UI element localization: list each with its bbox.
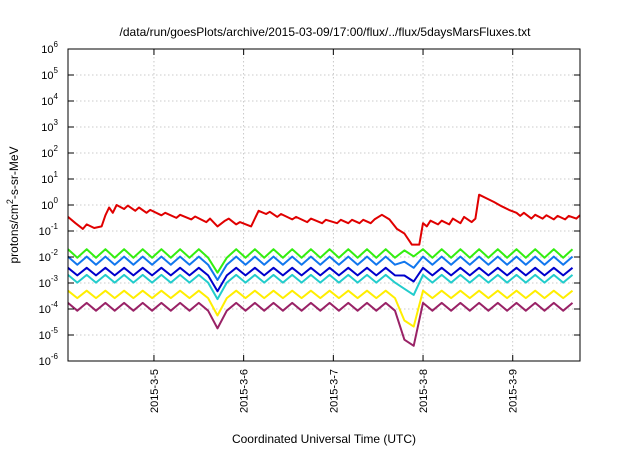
x-tick-label: 2015-3-5 [149,369,161,413]
y-tick-label: 10-6 [39,352,59,368]
series-line-5 [67,273,574,301]
series-line-2 [67,248,574,274]
x-axis: 2015-3-5 2015-3-6 2015-3-7 2015-3-8 2015-3-9 [149,49,520,413]
x-tick-label: 2015-3-6 [239,369,251,413]
series-line-6 [67,289,574,328]
chart-title: /data/run/goesPlots/archive/2015-03-09/1… [120,25,532,39]
y-tick-label: 102 [41,144,58,160]
x-tick-label: 2015-3-9 [508,369,520,413]
y-tick-label: 105 [41,66,58,82]
series-line-4 [67,266,574,293]
y-axis-label: protons/cm2-s-sr-MeV [5,146,21,263]
y-tick-label: 106 [41,40,58,56]
x-tick-label: 2015-3-8 [418,369,430,413]
series-line-7 [67,301,574,347]
x-tick-label: 2015-3-7 [328,369,340,413]
y-tick-label: 100 [41,196,58,212]
y-tick-label: 101 [41,170,58,186]
y-tick-label: 10-4 [39,300,59,316]
series-line-3 [67,255,574,281]
grid-lines [68,49,580,361]
y-tick-label: 10-1 [39,222,59,238]
y-tick-label: 10-2 [39,248,59,264]
y-tick-label: 10-3 [39,274,59,290]
y-axis: 10-6 10-5 10-4 10-3 10-2 10-1 100 101 102 103 104 1… [39,40,580,368]
x-axis-label: Coordinated Universal Time (UTC) [232,432,416,446]
y-tick-label: 10-5 [39,326,59,342]
data-lines [67,193,581,347]
y-tick-label: 104 [41,92,58,108]
y-tick-label: 103 [41,118,58,134]
series-line-1 [67,193,581,246]
